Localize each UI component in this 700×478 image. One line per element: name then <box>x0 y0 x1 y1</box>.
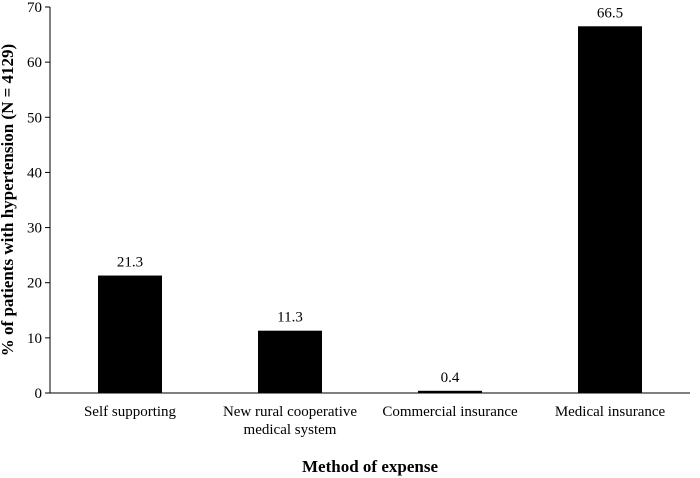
bar-value-label: 11.3 <box>277 310 303 326</box>
y-axis: 0 10 20 30 40 50 60 70 <box>27 0 51 402</box>
x-axis: Self supporting New rural cooperative medi… <box>50 392 690 438</box>
bar-value-label: 0.4 <box>441 370 460 386</box>
y-tick-label: 60 <box>27 55 42 71</box>
bar-value-label: 21.3 <box>117 255 143 271</box>
x-category-label: Self supporting <box>84 404 177 420</box>
bar <box>258 330 322 393</box>
bar <box>418 390 482 393</box>
y-tick-label: 10 <box>27 331 42 347</box>
x-category-label: Commercial insurance <box>382 404 518 420</box>
y-tick-label: 20 <box>27 276 42 292</box>
x-axis-title: Method of expense <box>302 457 438 476</box>
y-tick-label: 0 <box>35 386 43 402</box>
bar <box>578 26 642 394</box>
value-labels: 21.3 11.3 0.4 66.5 <box>117 5 623 385</box>
x-category-label: New rural cooperative medical system <box>223 404 357 438</box>
x-category-label: Medical insurance <box>555 404 666 420</box>
y-tick-label: 40 <box>27 165 42 181</box>
bar <box>98 275 162 393</box>
y-axis-title: % of patients with hypertension (N = 412… <box>0 44 17 356</box>
y-tick-label: 50 <box>27 110 42 126</box>
bar-value-label: 66.5 <box>597 5 623 21</box>
y-tick-label: 30 <box>27 221 42 237</box>
bars <box>98 26 642 394</box>
y-tick-label: 70 <box>27 0 42 16</box>
